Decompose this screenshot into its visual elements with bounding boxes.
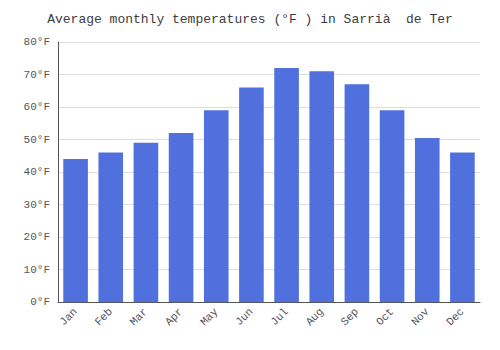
svg-text:30°F: 30°F	[24, 199, 50, 211]
svg-text:Jan: Jan	[57, 306, 79, 328]
svg-text:70°F: 70°F	[24, 69, 50, 81]
svg-text:60°F: 60°F	[24, 101, 50, 113]
svg-text:80°F: 80°F	[24, 36, 50, 48]
svg-text:Mar: Mar	[128, 306, 150, 328]
svg-text:Feb: Feb	[93, 306, 115, 328]
svg-text:50°F: 50°F	[24, 134, 50, 146]
svg-text:Sep: Sep	[339, 306, 361, 328]
svg-text:Dec: Dec	[444, 306, 466, 328]
svg-text:10°F: 10°F	[24, 264, 50, 276]
svg-text:Aug: Aug	[304, 306, 326, 328]
svg-text:20°F: 20°F	[24, 231, 50, 243]
svg-text:Nov: Nov	[409, 305, 432, 328]
svg-text:Jun: Jun	[233, 306, 255, 328]
svg-text:May: May	[198, 305, 221, 328]
svg-text:Average monthly temperatures (: Average monthly temperatures (°F ) in Sa…	[47, 12, 453, 27]
svg-text:0°F: 0°F	[30, 296, 50, 308]
svg-text:Oct: Oct	[374, 306, 396, 328]
svg-text:Apr: Apr	[163, 306, 185, 328]
svg-text:40°F: 40°F	[24, 166, 50, 178]
svg-text:Jul: Jul	[268, 306, 290, 328]
